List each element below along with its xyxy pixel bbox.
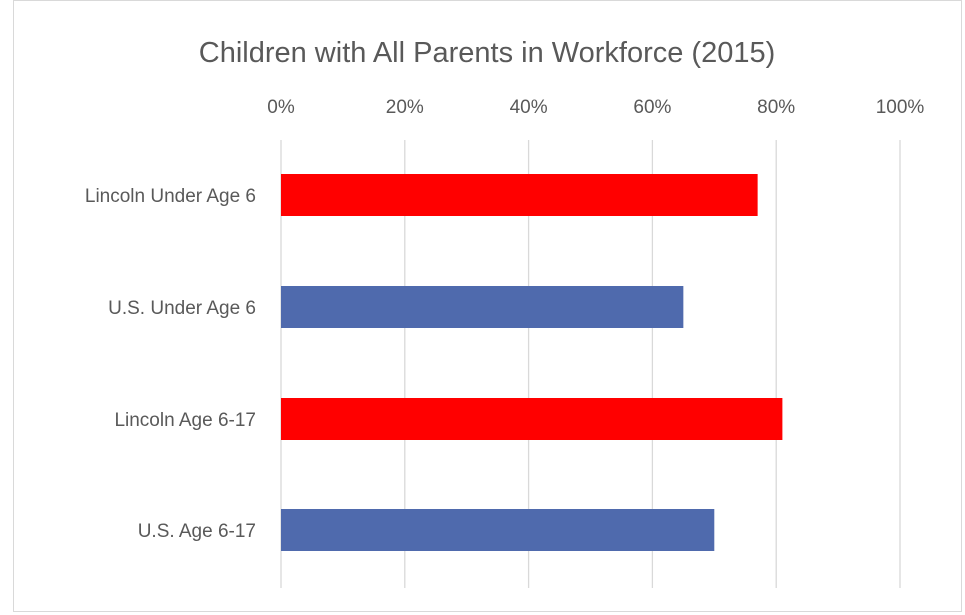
- x-tick-label: 20%: [386, 97, 424, 118]
- x-tick-label: 80%: [757, 97, 795, 118]
- category-labels: Lincoln Under Age 6 U.S. Under Age 6 Linco…: [85, 186, 256, 542]
- x-tick-label: 40%: [510, 97, 548, 118]
- x-tick-label: 60%: [633, 97, 671, 118]
- category-label: U.S. Age 6-17: [138, 521, 256, 542]
- chart-title: Children with All Parents in Workforce (…: [199, 37, 776, 69]
- category-label: U.S. Under Age 6: [108, 298, 256, 319]
- bar: [281, 509, 715, 551]
- x-tick-label: 0%: [267, 97, 295, 118]
- x-tick-label: 100%: [876, 97, 925, 118]
- bars: [281, 174, 783, 551]
- bar: [281, 174, 758, 216]
- x-axis-ticks: 0% 20% 40% 60% 80% 100%: [267, 97, 924, 118]
- bar: [281, 286, 684, 328]
- bar: [281, 398, 783, 440]
- category-label: Lincoln Under Age 6: [85, 186, 256, 207]
- category-label: Lincoln Age 6-17: [114, 410, 256, 431]
